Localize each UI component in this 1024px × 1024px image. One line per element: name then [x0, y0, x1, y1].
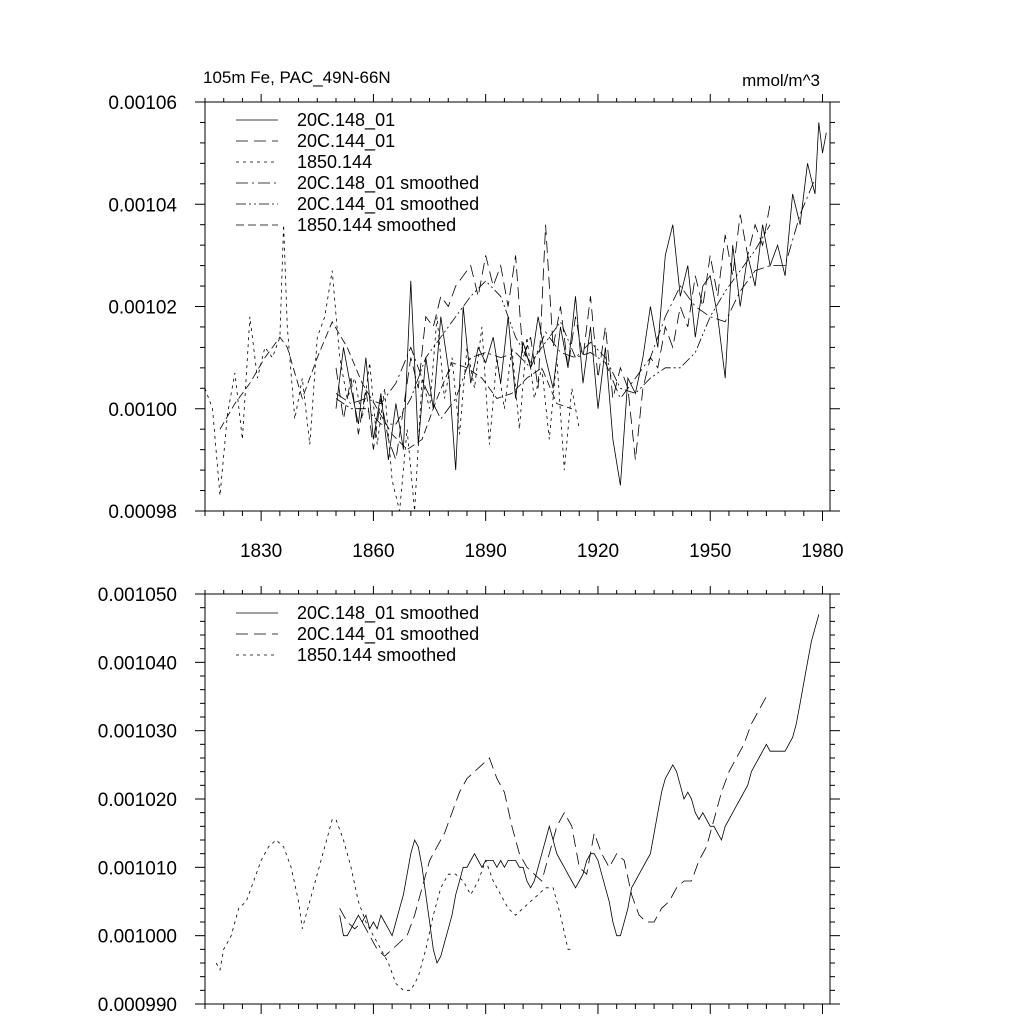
legend-label-20c-144-01-smoothed: 20C.144_01 smoothed	[297, 624, 479, 645]
top-plot-frame	[204, 101, 831, 512]
y-tick-label: 0.001020	[98, 790, 177, 811]
y-tick-label: 0.001010	[98, 858, 177, 879]
series-line-20c-144-01-smoothed	[339, 696, 767, 957]
y-tick-label: 0.001000	[98, 927, 177, 948]
series-line-20c-148-01-smoothed	[339, 614, 820, 965]
top-plot-lines	[205, 122, 827, 511]
series-line-20c-144-01	[335, 204, 771, 461]
bottom-plot-lines	[215, 614, 820, 991]
y-tick-label: 0.000990	[98, 995, 177, 1016]
series-line-20c-144-01-smoothed	[335, 224, 771, 425]
legend-label-20c-148-01: 20C.148_01	[297, 110, 395, 131]
x-tick-label: 1890	[465, 541, 507, 562]
series-line-1850-144-smoothed	[215, 819, 572, 991]
y-tick-label: 0.001050	[98, 585, 177, 606]
x-tick-label: 1830	[240, 541, 282, 562]
y-tick-label: 0.00102	[108, 298, 177, 319]
x-tick-label: 1860	[352, 541, 394, 562]
top-chart: 105m Fe, PAC_49N-66N mmol/m^3 1830 1860 18…	[108, 68, 843, 562]
bottom-chart: 0.000990 0.001000 0.001010 0.001020 0.001030…	[98, 585, 840, 1016]
legend-label-1850-144: 1850.144	[297, 152, 372, 172]
legend-label-20c-144-01: 20C.144_01	[297, 131, 395, 152]
series-line-20c-148-01-smoothed	[335, 178, 816, 420]
top-chart-title: 105m Fe, PAC_49N-66N	[203, 68, 391, 87]
bottom-plot-frame	[204, 593, 831, 1005]
legend-label-1850-144-smoothed: 1850.144 smoothed	[297, 215, 456, 235]
x-tick-label: 1980	[801, 541, 843, 562]
bottom-axis-ticks: 0.000990 0.001000 0.001010 0.001020 0.001030…	[98, 585, 840, 1016]
y-tick-label: 0.00100	[108, 400, 177, 421]
y-tick-label: 0.00098	[108, 502, 177, 523]
legend-label-20c-144-01-smoothed: 20C.144_01 smoothed	[297, 194, 479, 215]
series-line-1850-144	[205, 224, 580, 511]
legend-label-20c-148-01-smoothed: 20C.148_01 smoothed	[297, 173, 479, 194]
y-tick-label: 0.001040	[98, 653, 177, 674]
top-chart-units: mmol/m^3	[742, 71, 820, 90]
x-tick-label: 1920	[577, 541, 619, 562]
legend-label-20c-148-01-smoothed: 20C.148_01 smoothed	[297, 603, 479, 624]
y-tick-label: 0.00106	[108, 93, 177, 114]
legend-label-1850-144-smoothed: 1850.144 smoothed	[297, 645, 456, 665]
series-line-1850-144-smoothed	[219, 320, 572, 451]
top-axis-ticks: 1830 1860 1890 1920 1950 1980 0.00098 0.00100 0.…	[108, 93, 843, 562]
y-tick-label: 0.00104	[108, 195, 177, 216]
x-tick-label: 1950	[689, 541, 731, 562]
y-tick-label: 0.001030	[98, 722, 177, 743]
